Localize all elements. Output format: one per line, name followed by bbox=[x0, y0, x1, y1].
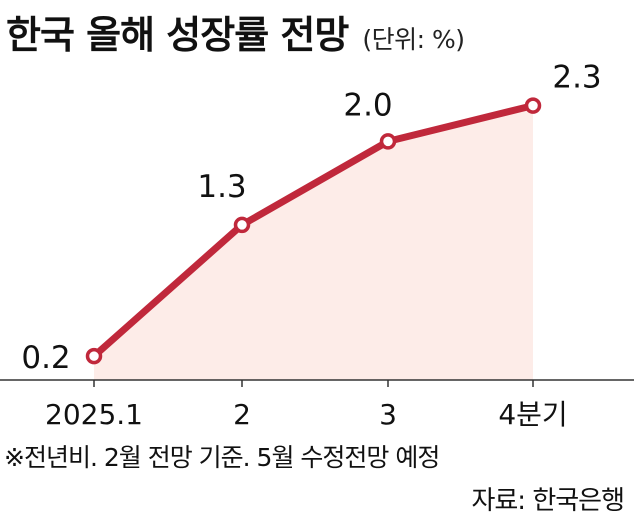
x-tick-label: 3 bbox=[379, 398, 397, 431]
unit-note: (단위: %) bbox=[362, 25, 465, 54]
chart-title: 한국 올해 성장률 전망 bbox=[6, 13, 349, 57]
data-label: 1.3 bbox=[197, 169, 246, 205]
footnote: ※전년비. 2월 전망 기준. 5월 수정전망 예정 bbox=[4, 443, 440, 472]
title-row: 한국 올해 성장률 전망 (단위: %) bbox=[6, 4, 465, 60]
series-line bbox=[90, 102, 537, 360]
data-point bbox=[524, 97, 542, 114]
data-point bbox=[85, 347, 103, 365]
data-label: 0.2 bbox=[21, 340, 70, 376]
data-point bbox=[379, 133, 397, 150]
data-label: 2.3 bbox=[552, 60, 601, 96]
x-tick-label: 4분기 bbox=[498, 398, 567, 431]
area-fill bbox=[94, 105, 533, 380]
source-note: 자료: 한국은행 bbox=[471, 486, 625, 516]
data-label: 2.0 bbox=[343, 87, 392, 123]
data-point bbox=[233, 216, 251, 234]
x-tick-label: 2 bbox=[233, 398, 251, 431]
x-tick-label: 2025.1 bbox=[45, 398, 143, 431]
